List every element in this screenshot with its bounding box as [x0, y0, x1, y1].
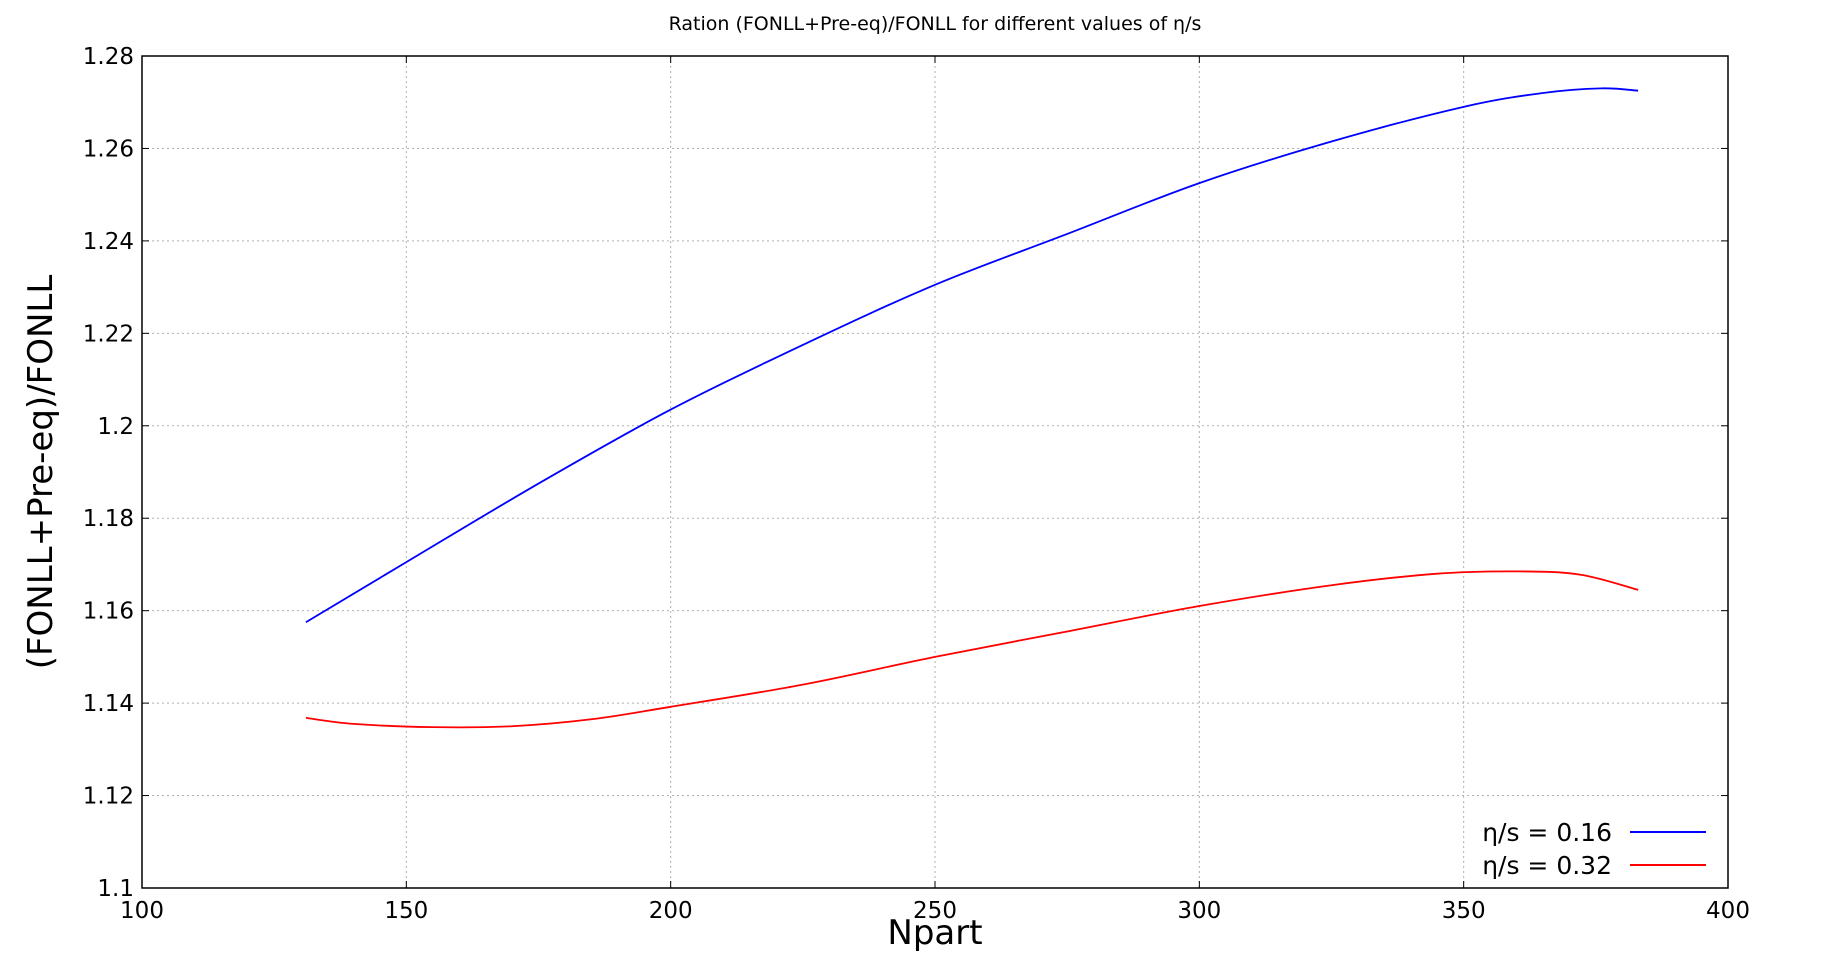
tick-labels: 100 150 200 250 300 350 400 1.1 1.12 1.14 1.16 1.18…	[83, 44, 1750, 924]
grid	[142, 56, 1728, 888]
x-tick-label: 200	[649, 898, 693, 924]
y-tick-label: 1.2	[97, 414, 134, 440]
legend: η/s = 0.16 η/s = 0.32	[1482, 818, 1706, 880]
x-tick-label: 250	[913, 898, 957, 924]
legend-label-1: η/s = 0.16	[1482, 818, 1612, 847]
x-tick-label: 400	[1706, 898, 1750, 924]
legend-label-2: η/s = 0.32	[1482, 851, 1612, 880]
x-tick-label: 100	[120, 898, 164, 924]
y-tick-label: 1.26	[83, 136, 134, 162]
y-tick-label: 1.12	[83, 784, 134, 810]
y-tick-label: 1.28	[83, 44, 134, 70]
y-axis-label: (FONLL+Pre-eq)/FONLL	[21, 275, 61, 670]
y-tick-label: 1.22	[83, 321, 134, 347]
series-line-1	[305, 87, 1639, 623]
y-tick-label: 1.16	[83, 599, 134, 625]
y-tick-label: 1.18	[83, 506, 134, 532]
y-tick-label: 1.24	[83, 229, 134, 255]
x-tick-label: 350	[1442, 898, 1486, 924]
x-tick-label: 300	[1177, 898, 1221, 924]
y-tick-label: 1.14	[83, 691, 134, 717]
chart-title: Ration (FONLL+Pre-eq)/FONLL for differen…	[669, 13, 1202, 35]
x-axis-label: Npart	[887, 913, 982, 953]
series-group	[305, 87, 1639, 729]
series-line-2	[305, 570, 1639, 729]
y-tick-label: 1.1	[97, 876, 134, 902]
plot-frame	[141, 55, 1729, 889]
x-tick-label: 150	[384, 898, 428, 924]
